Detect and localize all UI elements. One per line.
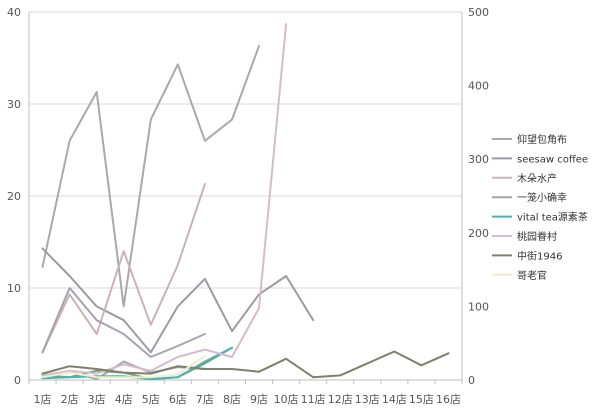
x-tick-label: 4店: [115, 392, 133, 406]
legend-label: 仰望包角布: [517, 133, 567, 146]
x-tick-label: 7店: [196, 392, 214, 406]
y-right-tick-label: 500: [468, 6, 489, 19]
x-tick-label: 14店: [382, 392, 407, 406]
legend-label: vital tea源素茶: [517, 211, 588, 224]
y-left-tick-label: 0: [14, 374, 21, 387]
legend-label: 一笼小确幸: [517, 191, 567, 204]
x-tick-label: 16店: [436, 392, 461, 406]
y-right-tick-label: 0: [468, 374, 475, 387]
x-tick-label: 10店: [274, 392, 299, 406]
x-tick-label: 3店: [88, 392, 106, 406]
y-right-tick-label: 300: [468, 153, 489, 166]
x-tick-label: 2店: [61, 392, 79, 406]
y-right-tick-label: 400: [468, 80, 489, 93]
x-tick-label: 8店: [223, 392, 241, 406]
x-tick-label: 11店: [301, 392, 326, 406]
x-tick-label: 1店: [34, 392, 52, 406]
legend-label: seesaw coffee: [517, 154, 588, 165]
series-line: [41, 183, 206, 354]
x-tick-label: 15店: [409, 392, 434, 406]
y-left-tick-label: 20: [7, 190, 21, 203]
series-line: [41, 45, 260, 308]
y-left-tick-label: 30: [7, 98, 21, 111]
x-tick-label: 9店: [250, 392, 268, 406]
series-line: [41, 247, 315, 354]
x-tick-label: 13店: [355, 392, 380, 406]
series-line: [41, 287, 206, 358]
series-line: [41, 355, 206, 379]
legend-label: 桃园眷村: [517, 230, 557, 243]
x-tick-label: 12店: [328, 392, 353, 406]
y-right-tick-label: 200: [468, 227, 489, 240]
series-lines: [41, 23, 450, 381]
x-tick-label: 5店: [142, 392, 160, 406]
y-left-tick-label: 10: [7, 282, 21, 295]
legend-label: 木朵水产: [517, 172, 557, 185]
series-line: [41, 350, 450, 379]
x-tick-label: 6店: [169, 392, 187, 406]
y-right-tick-label: 100: [468, 300, 489, 313]
series-line: [41, 23, 288, 377]
y-left-tick-label: 40: [7, 6, 21, 19]
legend-label: 哥老官: [517, 269, 547, 282]
legend-label: 中街1946: [517, 249, 562, 262]
